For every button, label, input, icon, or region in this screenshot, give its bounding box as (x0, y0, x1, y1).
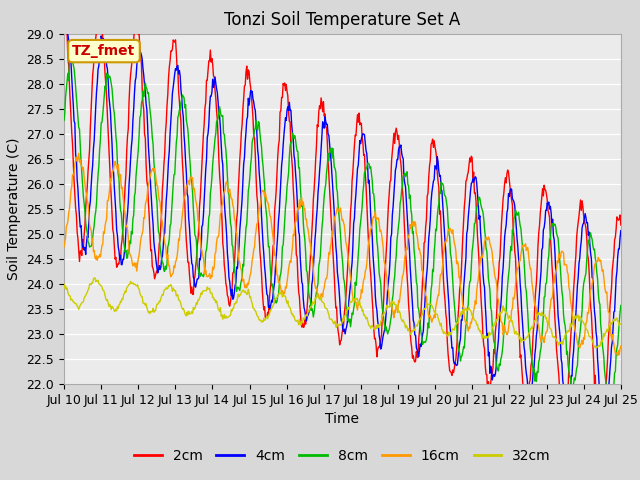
4cm (214, 99, 222, 105)
4cm (411, 332, 419, 338)
16cm (70, 171, 78, 177)
16cm (60, 244, 68, 250)
16cm (428, 316, 435, 322)
Line: 16cm: 16cm (64, 153, 621, 356)
32cm (428, 301, 435, 307)
Text: TZ_fmet: TZ_fmet (72, 44, 136, 58)
8cm (605, 402, 613, 408)
16cm (128, 260, 136, 265)
X-axis label: Time: Time (325, 412, 360, 426)
32cm (617, 321, 625, 327)
4cm (61, 21, 69, 26)
4cm (601, 419, 609, 425)
2cm (597, 428, 605, 433)
32cm (128, 281, 136, 287)
16cm (617, 343, 625, 349)
32cm (592, 345, 600, 351)
16cm (214, 234, 222, 240)
4cm (71, 120, 79, 126)
8cm (617, 302, 625, 308)
8cm (411, 255, 419, 261)
Line: 4cm: 4cm (64, 24, 621, 422)
16cm (411, 219, 419, 225)
4cm (128, 136, 136, 142)
2cm (127, 64, 135, 70)
2cm (184, 260, 192, 265)
8cm (428, 287, 435, 292)
8cm (185, 138, 193, 144)
2cm (410, 357, 418, 363)
16cm (75, 150, 83, 156)
2cm (426, 157, 434, 163)
16cm (614, 353, 621, 359)
Legend: 2cm, 4cm, 8cm, 16cm, 32cm: 2cm, 4cm, 8cm, 16cm, 32cm (128, 444, 557, 468)
8cm (60, 118, 68, 123)
Line: 32cm: 32cm (64, 278, 621, 348)
16cm (185, 178, 193, 183)
8cm (71, 74, 79, 80)
Title: Tonzi Soil Temperature Set A: Tonzi Soil Temperature Set A (224, 11, 461, 29)
8cm (67, 53, 74, 59)
4cm (185, 215, 193, 221)
32cm (411, 326, 419, 332)
8cm (128, 231, 136, 237)
32cm (60, 281, 68, 287)
4cm (428, 199, 435, 204)
Line: 8cm: 8cm (64, 56, 621, 405)
2cm (617, 222, 625, 228)
Y-axis label: Soil Temperature (C): Soil Temperature (C) (7, 138, 21, 280)
Line: 2cm: 2cm (64, 0, 621, 431)
4cm (60, 27, 68, 33)
8cm (214, 115, 222, 121)
4cm (617, 228, 625, 234)
2cm (70, 178, 78, 184)
32cm (214, 306, 222, 312)
2cm (214, 117, 221, 122)
32cm (70, 299, 78, 305)
32cm (185, 309, 193, 314)
32cm (91, 275, 99, 281)
